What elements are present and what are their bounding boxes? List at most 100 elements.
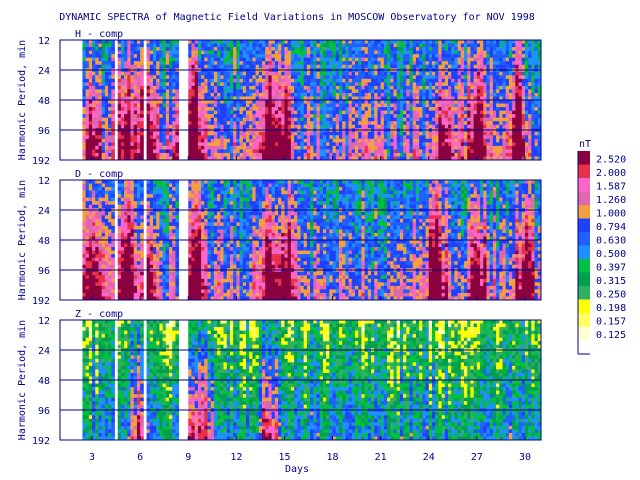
spectra-cell [287,124,292,129]
spectra-cell [470,43,475,48]
spectra-cell [274,124,279,129]
spectra-cell [82,232,87,237]
spectra-cell [499,142,503,147]
spectra-cell [412,100,417,104]
spectra-cell [262,78,266,83]
spectra-cell [480,100,484,104]
spectra-cell [496,64,500,69]
spectra-cell [367,107,372,111]
spectra-cell [444,156,449,161]
spectra-cell [124,103,128,108]
spectra-cell [435,135,439,140]
spectra-cell [496,152,500,157]
spectra-cell [223,71,228,76]
spectra-cell [101,89,106,94]
spectra-cell [406,96,410,101]
spectra-cell [380,117,385,122]
spectra-cell [505,152,510,157]
spectra-cell [306,47,311,51]
spectra-cell [101,197,106,202]
spectra-cell [101,225,106,230]
spectra-cell [213,47,218,51]
spectra-cell [351,145,356,150]
spectra-cell [210,138,215,143]
spectra-cell [98,289,103,294]
spectra-cell [297,75,301,80]
spectra-cell [98,250,103,255]
spectra-cell [380,156,385,161]
spectra-cell [117,131,122,136]
spectra-cell [169,131,173,136]
spectra-cell [172,149,176,154]
spectra-cell [104,114,109,119]
spectra-cell [136,124,141,129]
spectra-cell [377,135,382,140]
spectra-cell [351,100,356,104]
spectra-cell [470,152,475,157]
spectra-cell [383,135,388,140]
spectra-cell [217,117,221,122]
spectra-cell [476,78,481,83]
spectra-cell [412,75,417,80]
spectra-cell [390,54,394,59]
spectra-cell [425,50,430,55]
spectra-cell [133,89,138,94]
spectra-cell [438,71,442,76]
spectra-cell [316,96,321,101]
spectra-cell [361,110,366,115]
spectra-cell [422,142,426,147]
spectra-cell [210,124,215,129]
spectra-cell [188,145,192,150]
spectra-cell [172,75,176,80]
spectra-cell [537,85,542,90]
spectra-cell [358,103,362,108]
spectra-cell [213,117,218,122]
spectra-cell [374,40,378,44]
spectra-cell [274,138,279,143]
spectra-cell [489,85,494,90]
spectra-cell [281,78,285,83]
spectra-cell [476,100,481,104]
spectra-cell [476,121,481,126]
spectra-cell [322,92,327,97]
spectra-cell [140,138,144,143]
spectra-cell [207,57,212,62]
spectra-cell [457,110,462,115]
spectra-cell [204,61,208,66]
spectra-cell [88,180,93,184]
spectra-cell [441,78,446,83]
spectra-cell [355,85,359,90]
spectra-cell [393,142,398,147]
spectra-cell [358,100,362,104]
spectra-cell [236,117,240,122]
spectra-cell [537,114,542,119]
spectra-cell [159,57,164,62]
spectra-cell [245,82,250,87]
spectra-cell [531,100,535,104]
spectra-cell [409,121,414,126]
spectra-cell [204,142,208,147]
spectra-cell [274,135,279,140]
spectra-cell [226,71,231,76]
spectra-cell [175,145,180,150]
spectra-cell [528,47,532,51]
spectra-cell [233,89,237,94]
spectra-cell [262,138,266,143]
spectra-cell [409,43,414,48]
spectra-cell [480,156,484,161]
spectra-cell [390,149,394,154]
spectra-cell [265,117,269,122]
spectra-cell [406,92,410,97]
spectra-cell [271,89,276,94]
spectra-cell [101,215,106,220]
spectra-cell [448,103,452,108]
y-tick-label: 48 [38,96,50,107]
spectra-cell [387,47,391,51]
spectra-cell [319,57,324,62]
spectra-cell [415,114,420,119]
spectra-cell [374,135,378,140]
spectra-cell [399,110,404,115]
spectra-cell [435,47,439,51]
spectra-cell [130,107,135,111]
spectra-cell [374,138,378,143]
